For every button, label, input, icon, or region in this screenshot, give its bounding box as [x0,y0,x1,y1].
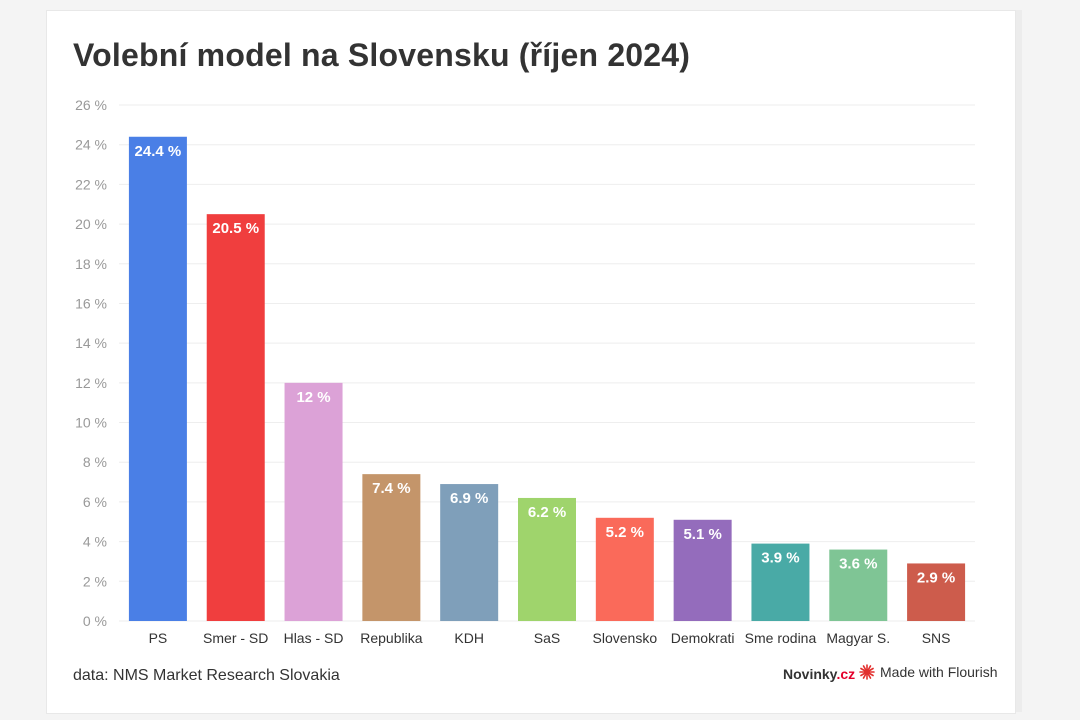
bar-value-label: 20.5 % [212,220,259,237]
x-tick-label: Demokrati [671,630,735,646]
bar-demokrati[interactable] [673,519,732,621]
y-tick-label: 26 % [75,97,107,113]
bar-hlas-sd[interactable] [284,382,343,621]
x-tick-label: SNS [922,630,951,646]
y-tick-label: 6 % [83,494,107,510]
chart-title: Volební model na Slovensku (říjen 2024) [73,37,691,73]
y-tick-label: 20 % [75,216,107,232]
bar-sns[interactable] [907,563,966,621]
bar-value-label: 6.9 % [450,490,488,507]
y-tick-label: 22 % [75,176,107,192]
bar-value-label: 5.2 % [606,524,644,541]
x-tick-label: Hlas - SD [284,630,344,646]
flourish-credit-label: Made with Flourish [880,664,998,680]
y-tick-label: 10 % [75,415,107,431]
bar-smer-sd[interactable] [206,214,265,621]
bar-republika[interactable] [362,474,421,621]
bar-chart: 0 % 2 % 4 % 6 % 8 % 10 % 12 % 14 % 16 % 18 % 20 % 2… [75,97,975,646]
x-tick-label: Sme rodina [745,630,817,646]
bar-sas[interactable] [518,497,576,621]
y-tick-label: 24 % [75,137,107,153]
bar-sme-rodina[interactable] [751,543,810,621]
bar-value-label: 3.6 % [839,556,877,573]
y-tick-label: 14 % [75,335,107,351]
x-tick-label: Republika [360,630,422,646]
y-tick-label: 12 % [75,375,107,391]
y-tick-label: 8 % [83,454,107,470]
bar-value-label: 6.2 % [528,504,566,521]
x-tick-label: Slovensko [593,630,658,646]
chart-card: Volební model na Slovensku (říjen 2024) … [46,10,1016,714]
bar-slovensko[interactable] [595,517,654,621]
x-tick-label: SaS [534,630,560,646]
bar-ps[interactable] [128,136,187,621]
y-tick-label: 4 % [83,534,107,550]
y-tick-label: 18 % [75,256,107,272]
brand-main: Novinky [783,666,837,682]
brand-suffix: .cz [836,666,856,682]
bar-value-label: 5.1 % [683,526,721,543]
data-source: data: NMS Market Research Slovakia [73,667,340,684]
novinky-brand[interactable]: Novinky.cz [783,666,855,682]
bar-value-label: 7.4 % [372,480,410,497]
bar-value-label: 3.9 % [761,550,799,567]
y-tick-label: 2 % [83,573,107,589]
flourish-credit[interactable]: Made with Flourish [859,664,998,680]
x-tick-label: Magyar S. [826,630,890,646]
x-tick-label: Smer - SD [203,630,268,646]
x-tick-label: PS [149,630,168,646]
x-tick-label: KDH [454,630,484,646]
bar-value-label: 2.9 % [917,569,955,586]
bar-value-label: 12 % [296,389,330,406]
y-tick-label: 16 % [75,295,107,311]
y-tick-label: 0 % [83,613,107,629]
bar-value-label: 24.4 % [135,143,182,160]
bar-kdh[interactable] [440,484,499,621]
flourish-logo-icon [859,664,875,680]
bar-magyar-s-[interactable] [829,549,888,621]
page-edge [1014,10,1022,712]
